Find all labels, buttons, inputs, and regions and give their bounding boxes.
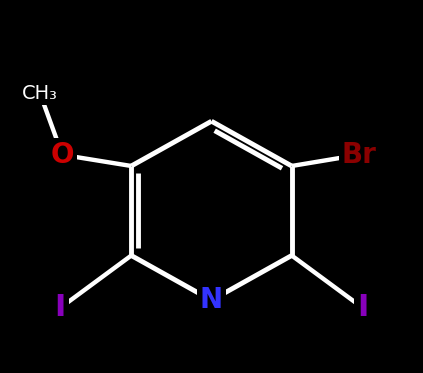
Text: I: I xyxy=(357,293,368,322)
Text: CH₃: CH₃ xyxy=(22,84,58,103)
Text: N: N xyxy=(200,286,223,314)
Text: Br: Br xyxy=(341,141,376,169)
Text: O: O xyxy=(51,141,74,169)
Text: I: I xyxy=(55,293,66,322)
